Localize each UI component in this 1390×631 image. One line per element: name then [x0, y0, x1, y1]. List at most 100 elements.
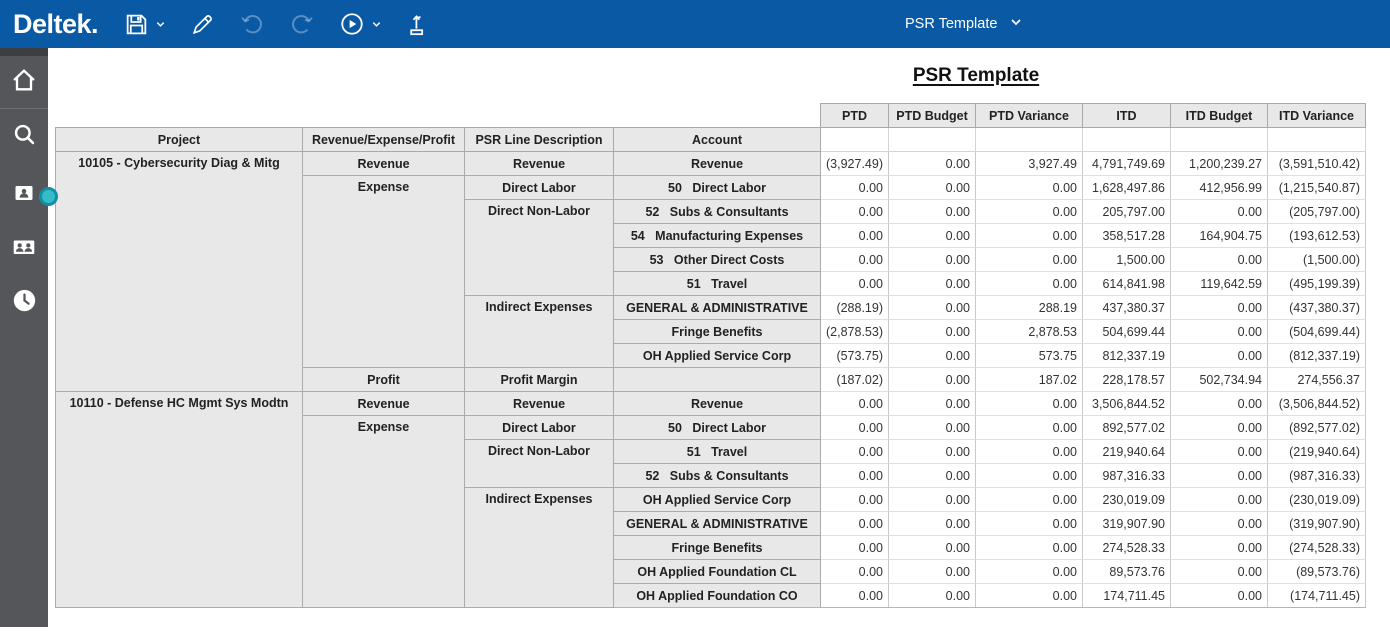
value-cell-itd: 437,380.37	[1082, 295, 1171, 320]
account-cell: Revenue	[613, 391, 821, 416]
edit-button[interactable]	[178, 0, 227, 48]
value-cell-itd: 812,337.19	[1082, 343, 1171, 368]
sidebar-item-people[interactable]	[0, 229, 48, 269]
value-cell-itd-budget: 0.00	[1170, 391, 1268, 416]
value-cell-ptd: 0.00	[820, 439, 889, 464]
value-cell-itd: 219,940.64	[1082, 439, 1171, 464]
value-cell-ptd-budget: 0.00	[888, 391, 976, 416]
value-cell-ptd-budget: 0.00	[888, 175, 976, 200]
undo-button[interactable]	[227, 0, 277, 48]
psr-line-cell: Profit Margin	[464, 367, 614, 392]
page-title: PSR Template	[912, 65, 1040, 86]
column-header-project: Project	[55, 127, 303, 152]
value-cell-itd-variance: 274,556.37	[1267, 367, 1366, 392]
value-cell-itd-budget: 0.00	[1170, 511, 1268, 536]
value-cell-itd: 205,797.00	[1082, 199, 1171, 224]
deltek-logo: Deltek.	[13, 8, 99, 39]
value-cell-itd: 89,573.76	[1082, 559, 1171, 584]
toolbar	[112, 0, 443, 48]
value-cell-itd: 230,019.09	[1082, 487, 1171, 512]
sidebar-item-home[interactable]	[0, 62, 48, 102]
value-cell-itd-budget: 0.00	[1170, 343, 1268, 368]
table-row: Expense Direct Labor 50 Direct Labor 0.00 0.…	[56, 415, 1366, 608]
column-header-itd-variance: ITD Variance	[1267, 103, 1366, 128]
value-cell-ptd-variance: 0.00	[975, 223, 1083, 248]
value-cell-ptd-budget: 0.00	[888, 319, 976, 344]
value-cell-ptd-budget: 0.00	[888, 151, 976, 176]
value-cell-itd: 358,517.28	[1082, 223, 1171, 248]
project-cell: 10105 - Cybersecurity Diag & Mitg	[55, 151, 303, 392]
template-selector-dropdown[interactable]: PSR Template	[905, 0, 1023, 48]
sidebar-item-search[interactable]	[0, 117, 48, 157]
redo-button[interactable]	[277, 0, 327, 48]
sidebar-item-employee[interactable]	[0, 175, 48, 215]
value-cell-ptd-budget: 0.00	[888, 295, 976, 320]
value-cell-ptd: 0.00	[820, 511, 889, 536]
value-cell-itd: 892,577.02	[1082, 415, 1171, 440]
value-cell-ptd-variance: 0.00	[975, 199, 1083, 224]
value-cell-ptd-variance: 0.00	[975, 463, 1083, 488]
account-cell: OH Applied Foundation CO	[613, 583, 821, 608]
value-cell-itd-budget: 0.00	[1170, 487, 1268, 512]
value-cell-itd-variance: (892,577.02)	[1267, 415, 1366, 440]
value-cell-ptd-budget: 0.00	[888, 463, 976, 488]
value-cell-ptd: 0.00	[820, 223, 889, 248]
value-cell-ptd-budget: 0.00	[888, 271, 976, 296]
column-header-psr-line: PSR Line Description	[464, 127, 614, 152]
value-cell-ptd: 0.00	[820, 583, 889, 608]
empty-cell	[888, 127, 976, 152]
value-cell-ptd-budget: 0.00	[888, 343, 976, 368]
save-button[interactable]	[112, 0, 178, 48]
psr-line-cell: Direct Labor	[464, 175, 614, 200]
empty-cell	[975, 127, 1083, 152]
column-header-category: Revenue/Expense/Profit	[302, 127, 465, 152]
value-cell-itd-variance: (274,528.33)	[1267, 535, 1366, 560]
account-cell: 51 Travel	[613, 439, 821, 464]
table-row: Profit Profit Margin (187.02) 0.00 187.02 228…	[56, 367, 1366, 392]
value-cell-itd-budget: 0.00	[1170, 199, 1268, 224]
column-header-ptd: PTD	[820, 103, 889, 128]
table-row: Direct Non-Labor 52 Subs & Consultants 0.0…	[56, 199, 1366, 296]
value-cell-ptd-variance: 0.00	[975, 175, 1083, 200]
sidebar-item-time[interactable]	[0, 283, 48, 323]
floppy-save-icon	[124, 12, 149, 37]
table-row: Indirect Expenses GENERAL & ADMINISTRATIV…	[56, 295, 1366, 368]
value-cell-ptd-variance: 0.00	[975, 439, 1083, 464]
run-button[interactable]	[327, 0, 394, 48]
value-cell-itd-variance: (495,199.39)	[1267, 271, 1366, 296]
value-cell-itd-variance: (3,591,510.42)	[1267, 151, 1366, 176]
empty-cell	[1170, 127, 1268, 152]
value-cell-ptd-variance: 3,927.49	[975, 151, 1083, 176]
export-upload-icon	[406, 12, 431, 37]
value-header-row: PTD PTD Budget PTD Variance ITD ITD Budg…	[55, 103, 1366, 128]
account-cell: Fringe Benefits	[613, 535, 821, 560]
psr-line-cell: Direct Non-Labor	[464, 199, 614, 296]
value-cell-itd-variance: (219,940.64)	[1267, 439, 1366, 464]
sidebar-top-strip	[0, 48, 48, 56]
table-row: 52 Subs & Consultants 0.00 0.00 0.00 987,316…	[56, 463, 1366, 488]
value-cell-itd-budget: 0.00	[1170, 439, 1268, 464]
value-cell-itd: 504,699.44	[1082, 319, 1171, 344]
value-cell-ptd-variance: 0.00	[975, 271, 1083, 296]
table-row: 10110 - Defense HC Mgmt Sys Modtn Revenue…	[55, 391, 1366, 608]
value-cell-itd-variance: (230,019.09)	[1267, 487, 1366, 512]
table-row: 53 Other Direct Costs 0.00 0.00 0.00 1,500.0…	[56, 247, 1366, 272]
value-cell-ptd-budget: 0.00	[888, 487, 976, 512]
export-button[interactable]	[394, 0, 443, 48]
value-cell-itd-budget: 0.00	[1170, 583, 1268, 608]
chevron-down-icon	[155, 19, 166, 30]
sidebar-splitter-handle[interactable]	[39, 187, 58, 206]
value-cell-ptd-budget: 0.00	[888, 559, 976, 584]
value-cell-ptd: 0.00	[820, 535, 889, 560]
value-cell-itd-budget: 0.00	[1170, 247, 1268, 272]
value-cell-itd: 174,711.45	[1082, 583, 1171, 608]
value-cell-itd: 3,506,844.52	[1082, 391, 1171, 416]
value-cell-ptd-budget: 0.00	[888, 247, 976, 272]
value-cell-ptd: 0.00	[820, 415, 889, 440]
undo-arrow-icon	[239, 12, 265, 37]
sidebar-divider	[0, 108, 48, 109]
value-cell-ptd: 0.00	[820, 199, 889, 224]
report-table-body: 10105 - Cybersecurity Diag & Mitg Revenue…	[55, 151, 1366, 608]
value-cell-ptd-budget: 0.00	[888, 367, 976, 392]
value-cell-ptd: 0.00	[820, 247, 889, 272]
